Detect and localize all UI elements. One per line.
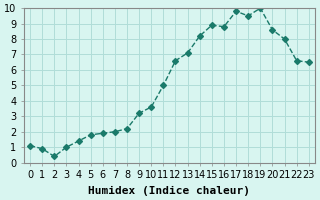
X-axis label: Humidex (Indice chaleur): Humidex (Indice chaleur)	[88, 186, 251, 196]
